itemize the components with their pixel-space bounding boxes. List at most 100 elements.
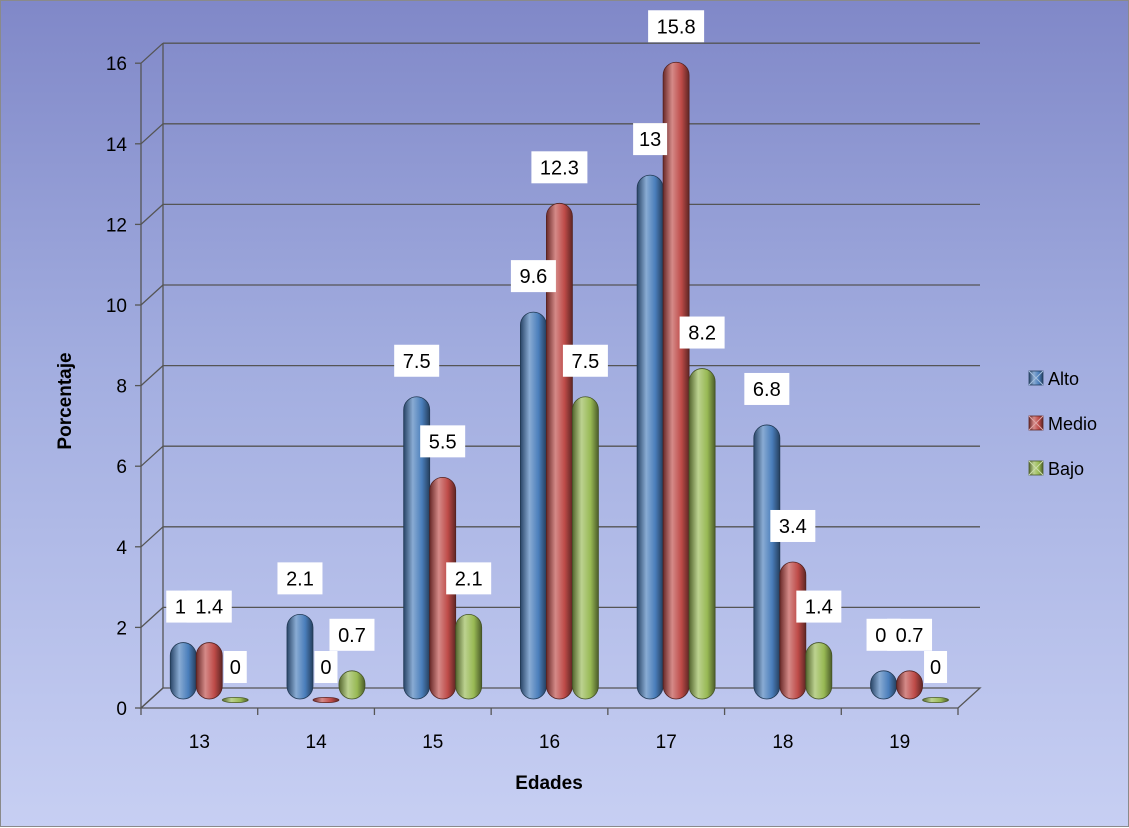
bar-alto-17: [636, 174, 664, 700]
data-label-text: 15.8: [657, 16, 696, 38]
axes: 0 2 4 6 8 10 12 14 16 13 14 15 16 17 18 19: [106, 54, 982, 753]
chart-floor: [139, 687, 982, 709]
data-label-text: 13: [639, 129, 661, 151]
data-label-box: [679, 316, 725, 349]
data-label-box: [510, 260, 556, 293]
legend-label: Alto: [1048, 369, 1079, 389]
legend: Alto Medio Bajo: [1028, 369, 1097, 479]
x-tick-label: 14: [306, 732, 328, 753]
bar-medio-19: [896, 670, 923, 700]
data-label-text: 2.1: [455, 568, 483, 590]
data-label-text: 0.7: [338, 625, 366, 647]
bar-bajo-19: [922, 697, 949, 704]
data-label-text: 1.4: [805, 597, 833, 619]
data-label-box: [329, 618, 375, 651]
data-label-text: 7.5: [571, 351, 599, 373]
bar-bajo-15: [455, 613, 483, 700]
bar-alto-15: [403, 396, 431, 700]
data-label-medio-14: 0: [314, 651, 338, 683]
x-tick-label: 18: [772, 732, 793, 753]
data-label-text: 3.4: [779, 516, 807, 538]
data-label-box: [770, 509, 816, 542]
data-label-text: 5.5: [429, 431, 457, 453]
data-label-bajo-17: 8.2: [679, 316, 725, 349]
data-label-alto-17: 13: [633, 123, 668, 156]
legend-swatch-mark: [1028, 415, 1044, 431]
bar-medio-18: [779, 561, 807, 700]
data-label-alto-15: 7.5: [394, 344, 440, 377]
data-label-text: 6.8: [753, 379, 781, 401]
legend-item-alto: Alto: [1028, 369, 1079, 389]
data-label-box: [633, 123, 668, 156]
data-label-bajo-13: 0: [223, 651, 247, 683]
data-label-box: [223, 651, 247, 683]
bar-bajo-16: [572, 396, 599, 700]
x-tick-label: 19: [889, 732, 910, 753]
legend-label: Medio: [1048, 414, 1097, 434]
data-label-box: [314, 651, 338, 683]
legend-item-bajo: Bajo: [1028, 459, 1084, 479]
bar-alto-16: [520, 311, 547, 700]
gridline-diag: [140, 42, 164, 64]
data-label-box: [648, 10, 705, 43]
data-label-text: 0.7: [896, 625, 924, 647]
data-label-box: [420, 425, 466, 458]
y-tick-label: 6: [116, 457, 127, 478]
data-label-text: 0: [320, 657, 331, 679]
x-tick-label: 16: [539, 732, 560, 753]
data-label-bajo-18: 1.4: [796, 590, 842, 623]
data-label-medio-15: 5.5: [420, 425, 466, 458]
data-label-box: [744, 372, 790, 405]
data-label-bajo-15: 2.1: [446, 562, 492, 595]
bar-alto-18: [753, 424, 781, 700]
bar-bajo-14: [338, 670, 366, 700]
data-label-box: [186, 590, 232, 623]
y-axis-title: Porcentaje: [55, 352, 76, 449]
data-label-medio-19: 0.7: [887, 618, 933, 651]
legend-label: Bajo: [1048, 459, 1084, 479]
data-label-text: 1.4: [195, 597, 223, 619]
gridline-diag: [140, 284, 164, 306]
bar-medio-16: [546, 202, 573, 700]
bar-medio-13: [195, 642, 223, 700]
bar-bajo-17: [688, 368, 716, 700]
data-label-bajo-16: 7.5: [562, 344, 608, 377]
gridline-diag: [140, 526, 164, 548]
bar-medio-15: [429, 476, 457, 700]
gridline-diag: [140, 445, 164, 467]
bar-bajo-13: [221, 697, 249, 704]
data-label-text: 12.3: [540, 157, 579, 179]
legend-swatch-mark: [1028, 370, 1044, 386]
bar-medio-17: [662, 61, 690, 700]
data-label-medio-13: 1.4: [186, 590, 232, 623]
x-tick-label: 17: [656, 732, 677, 753]
data-label-box: [446, 562, 492, 595]
gridline-diag: [140, 365, 164, 387]
data-label-box: [924, 651, 948, 683]
data-label-bajo-19: 0: [924, 651, 948, 683]
data-label-box: [277, 562, 323, 595]
gridline-diag: [140, 123, 164, 145]
y-tick-label: 4: [116, 538, 127, 559]
y-tick-label: 16: [106, 54, 127, 75]
data-label-text: 7.5: [403, 351, 431, 373]
y-tick-label: 12: [106, 215, 127, 236]
bar-alto-19: [870, 670, 897, 700]
data-label-box: [531, 151, 588, 184]
data-label-box: [394, 344, 440, 377]
data-label-text: 8.2: [688, 323, 716, 345]
data-label-alto-18: 6.8: [744, 372, 790, 405]
data-label-text: 9.6: [519, 266, 547, 288]
bar-medio-14: [312, 697, 340, 704]
data-label-box: [887, 618, 933, 651]
data-label-box: [796, 590, 842, 623]
gridline-diag: [140, 203, 164, 225]
y-tick-label: 8: [116, 377, 127, 398]
data-label-box: [562, 344, 608, 377]
data-label-text: 0: [930, 657, 941, 679]
data-label-alto-16: 9.6: [510, 260, 556, 293]
data-label-alto-14: 2.1: [277, 562, 323, 595]
bars: [169, 61, 949, 704]
data-labels: 1. 1.402.100.77.55.52.19.612.37.51315.88.…: [166, 10, 948, 683]
